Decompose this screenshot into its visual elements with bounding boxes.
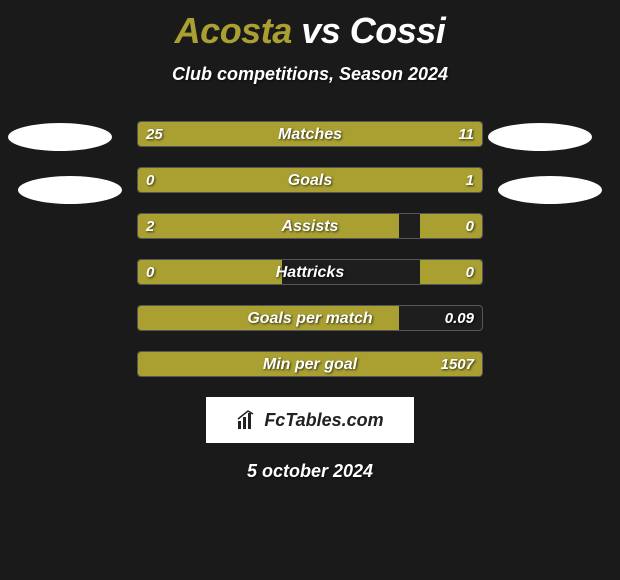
avatar-right-1 bbox=[488, 123, 592, 151]
chart-icon bbox=[236, 409, 258, 431]
stat-value-right: 1 bbox=[466, 168, 474, 193]
stat-row: 0Goals1 bbox=[137, 167, 483, 193]
stat-value-right: 0.09 bbox=[445, 306, 474, 331]
stat-value-right: 1507 bbox=[441, 352, 474, 377]
stat-label: Goals bbox=[138, 168, 482, 193]
logo-box: FcTables.com bbox=[206, 397, 414, 443]
avatar-left-1 bbox=[8, 123, 112, 151]
title-vs: vs bbox=[292, 10, 350, 51]
stat-row: Min per goal1507 bbox=[137, 351, 483, 377]
logo-text: FcTables.com bbox=[264, 410, 383, 431]
stat-label: Assists bbox=[138, 214, 482, 239]
avatar-right-2 bbox=[498, 176, 602, 204]
stat-label: Hattricks bbox=[138, 260, 482, 285]
stat-row: 25Matches11 bbox=[137, 121, 483, 147]
title-player1: Acosta bbox=[175, 10, 292, 51]
stat-label: Goals per match bbox=[138, 306, 482, 331]
stat-row: 2Assists0 bbox=[137, 213, 483, 239]
stat-value-right: 0 bbox=[466, 260, 474, 285]
page-title: Acosta vs Cossi bbox=[0, 0, 620, 52]
date: 5 october 2024 bbox=[0, 461, 620, 482]
stat-row: 0Hattricks0 bbox=[137, 259, 483, 285]
stat-row: Goals per match0.09 bbox=[137, 305, 483, 331]
title-player2: Cossi bbox=[350, 10, 446, 51]
stats-container: 25Matches110Goals12Assists00Hattricks0Go… bbox=[137, 121, 483, 377]
subtitle: Club competitions, Season 2024 bbox=[0, 64, 620, 85]
stat-label: Min per goal bbox=[138, 352, 482, 377]
stat-value-right: 0 bbox=[466, 214, 474, 239]
avatar-left-2 bbox=[18, 176, 122, 204]
stat-value-right: 11 bbox=[458, 122, 474, 147]
stat-label: Matches bbox=[138, 122, 482, 147]
